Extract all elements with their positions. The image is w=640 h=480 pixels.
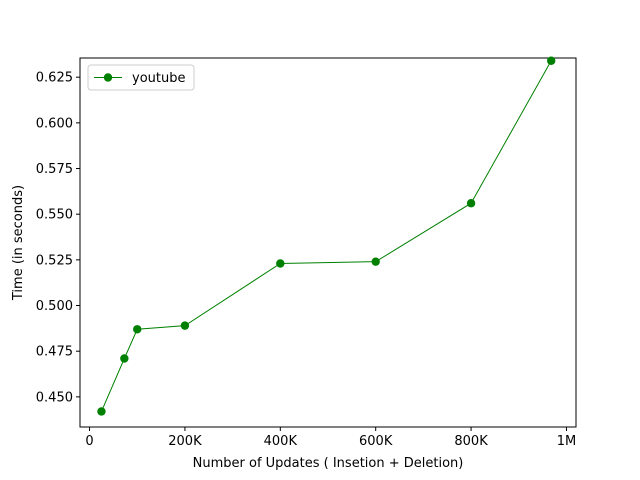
- data-point: [466, 199, 476, 208]
- y-tick-label: 0.500: [36, 299, 73, 314]
- y-tick-label: 0.450: [36, 390, 73, 405]
- x-tick-label: 0: [85, 434, 93, 449]
- y-axis: 0.450 0.475 0.500 0.525 0.550 0.575 0.600 0.625: [36, 71, 80, 405]
- legend-box: [87, 64, 195, 91]
- x-tick-label: 400K: [264, 434, 298, 449]
- legend-marker-youtube: [103, 73, 113, 82]
- legend-label-youtube: youtube: [132, 71, 185, 86]
- y-tick-label: 0.625: [36, 71, 73, 86]
- y-tick-label: 0.575: [36, 162, 73, 177]
- data-point: [371, 257, 380, 266]
- x-axis: 0 200K 400K 600K 800K 1M: [85, 427, 576, 449]
- data-point: [276, 259, 285, 268]
- series-line-youtube: [101, 60, 552, 412]
- plot-area: [79, 57, 577, 428]
- x-axis-label: Number of Updates ( Insetion + Deletion): [193, 456, 464, 471]
- x-tick-label: 1M: [557, 434, 577, 449]
- data-point: [97, 407, 106, 416]
- x-tick-label: 800K: [454, 434, 488, 449]
- y-tick-label: 0.600: [36, 116, 73, 131]
- x-tick-label: 600K: [359, 434, 393, 449]
- plot-frame: [79, 57, 577, 428]
- data-point: [547, 56, 556, 65]
- y-tick-label: 0.550: [36, 208, 73, 223]
- y-axis-label: Time (in seconds): [11, 185, 26, 301]
- data-point: [120, 354, 129, 363]
- y-tick-label: 0.475: [36, 345, 73, 360]
- data-point: [180, 321, 190, 330]
- y-tick-label: 0.525: [36, 253, 73, 268]
- legend: youtube: [87, 64, 195, 91]
- data-point: [133, 325, 142, 334]
- x-tick-label: 200K: [168, 434, 202, 449]
- series-layer: [97, 56, 556, 416]
